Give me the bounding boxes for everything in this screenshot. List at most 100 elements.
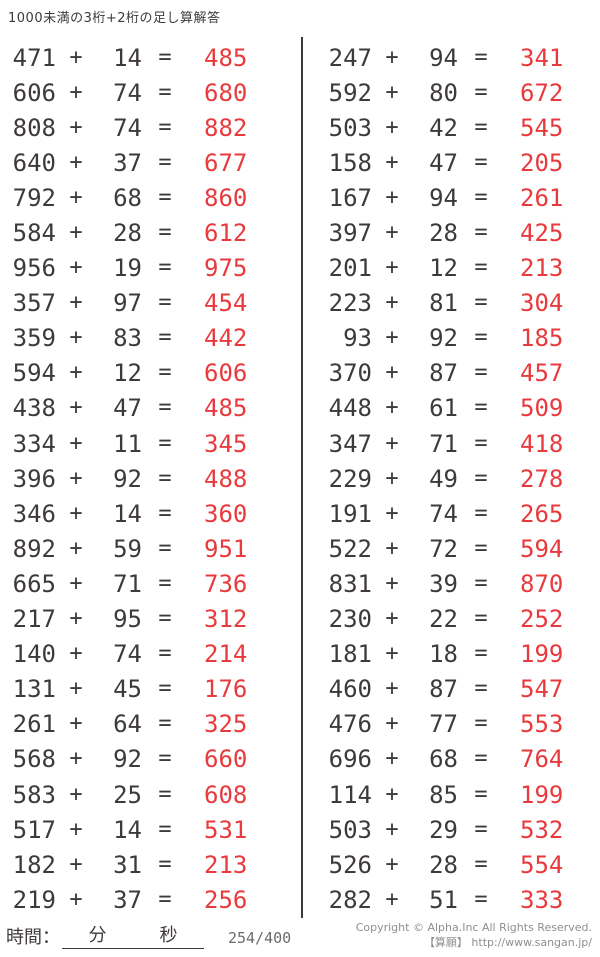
problem-row: 568 + 92 = 660 [0, 742, 302, 777]
plus-operator: + [385, 816, 399, 842]
plus-operator: + [69, 606, 83, 632]
plus-operator: + [69, 676, 83, 702]
equals-sign: = [158, 886, 172, 912]
addend-1: 460 [328, 675, 372, 704]
answer: 360 [204, 499, 248, 528]
addend-2: 12 [429, 254, 458, 283]
plus-operator: + [385, 255, 399, 281]
plus-operator: + [69, 746, 83, 772]
plus-operator: + [69, 79, 83, 105]
problem-row: 517 + 14 = 531 [0, 812, 302, 847]
copyright-line-1: Copyright © Alpha.Inc All Rights Reserve… [355, 921, 592, 934]
addend-2: 19 [113, 254, 142, 283]
addend-1: 956 [12, 254, 56, 283]
problem-row: 592 + 80 = 672 [302, 75, 600, 110]
addend-1: 397 [328, 219, 372, 248]
plus-operator: + [69, 290, 83, 316]
problems-area: 471 + 14 = 485 606 + 74 = 680 808 + 74 =… [0, 40, 600, 917]
minutes-label: 分 [88, 925, 107, 946]
plus-operator: + [69, 395, 83, 421]
addend-2: 51 [429, 885, 458, 914]
addend-2: 64 [113, 710, 142, 739]
answer: 608 [204, 780, 248, 809]
addend-1: 640 [12, 148, 56, 177]
equals-sign: = [158, 535, 172, 561]
addend-1: 247 [328, 43, 372, 72]
problem-row: 201 + 12 = 213 [302, 251, 600, 286]
problem-row: 217 + 95 = 312 [0, 602, 302, 637]
plus-operator: + [69, 570, 83, 596]
equals-sign: = [474, 606, 488, 632]
equals-sign: = [474, 79, 488, 105]
answer: 341 [520, 43, 564, 72]
answer: 325 [204, 710, 248, 739]
answer: 594 [520, 534, 564, 563]
answer: 213 [520, 254, 564, 283]
addend-1: 370 [328, 359, 372, 388]
equals-sign: = [158, 255, 172, 281]
addend-1: 665 [12, 569, 56, 598]
addend-2: 72 [429, 534, 458, 563]
answer: 672 [520, 78, 564, 107]
addend-1: 167 [328, 183, 372, 212]
problem-row: 191 + 74 = 265 [302, 496, 600, 531]
equals-sign: = [474, 746, 488, 772]
problem-row: 696 + 68 = 764 [302, 742, 600, 777]
plus-operator: + [69, 184, 83, 210]
equals-sign: = [474, 781, 488, 807]
equals-sign: = [474, 851, 488, 877]
problem-row: 594 + 12 = 606 [0, 356, 302, 391]
addend-1: 696 [328, 745, 372, 774]
equals-sign: = [158, 465, 172, 491]
addend-2: 87 [429, 675, 458, 704]
addend-1: 229 [328, 464, 372, 493]
equals-sign: = [474, 44, 488, 70]
answer: 261 [520, 183, 564, 212]
addend-2: 71 [113, 569, 142, 598]
addend-1: 522 [328, 534, 372, 563]
problem-row: 131 + 45 = 176 [0, 672, 302, 707]
addend-1: 592 [328, 78, 372, 107]
answer: 199 [520, 780, 564, 809]
equals-sign: = [158, 606, 172, 632]
addend-2: 87 [429, 359, 458, 388]
plus-operator: + [69, 430, 83, 456]
problem-row: 956 + 19 = 975 [0, 251, 302, 286]
plus-operator: + [69, 851, 83, 877]
copyright-line-2: 【算願】 http://www.sangan.jp/ [423, 936, 592, 950]
addend-2: 71 [429, 429, 458, 458]
equals-sign: = [474, 360, 488, 386]
addend-1: 158 [328, 148, 372, 177]
addend-1: 892 [12, 534, 56, 563]
equals-sign: = [474, 290, 488, 316]
addend-1: 217 [12, 605, 56, 634]
addend-2: 49 [429, 464, 458, 493]
plus-operator: + [385, 220, 399, 246]
page-title: 1000未満の3桁+2桁の足し算解答 [8, 11, 221, 26]
plus-operator: + [69, 220, 83, 246]
plus-operator: + [385, 79, 399, 105]
plus-operator: + [69, 360, 83, 386]
plus-operator: + [385, 886, 399, 912]
addend-1: 831 [328, 569, 372, 598]
addend-1: 346 [12, 499, 56, 528]
plus-operator: + [385, 781, 399, 807]
problem-row: 140 + 74 = 214 [0, 637, 302, 672]
equals-sign: = [158, 44, 172, 70]
plus-operator: + [385, 360, 399, 386]
addend-2: 31 [113, 850, 142, 879]
addend-1: 594 [12, 359, 56, 388]
equals-sign: = [158, 220, 172, 246]
copyright: Copyright © Alpha.Inc All Rights Reserve… [356, 920, 592, 951]
answer: 606 [204, 359, 248, 388]
addend-1: 503 [328, 113, 372, 142]
answer: 764 [520, 745, 564, 774]
problem-row: 583 + 25 = 608 [0, 777, 302, 812]
problem-row: 230 + 22 = 252 [302, 602, 600, 637]
problem-row: 438 + 47 = 485 [0, 391, 302, 426]
answer: 554 [520, 850, 564, 879]
equals-sign: = [474, 255, 488, 281]
answer: 213 [204, 850, 248, 879]
problem-row: 503 + 42 = 545 [302, 110, 600, 145]
problem-row: 247 + 94 = 341 [302, 40, 600, 75]
